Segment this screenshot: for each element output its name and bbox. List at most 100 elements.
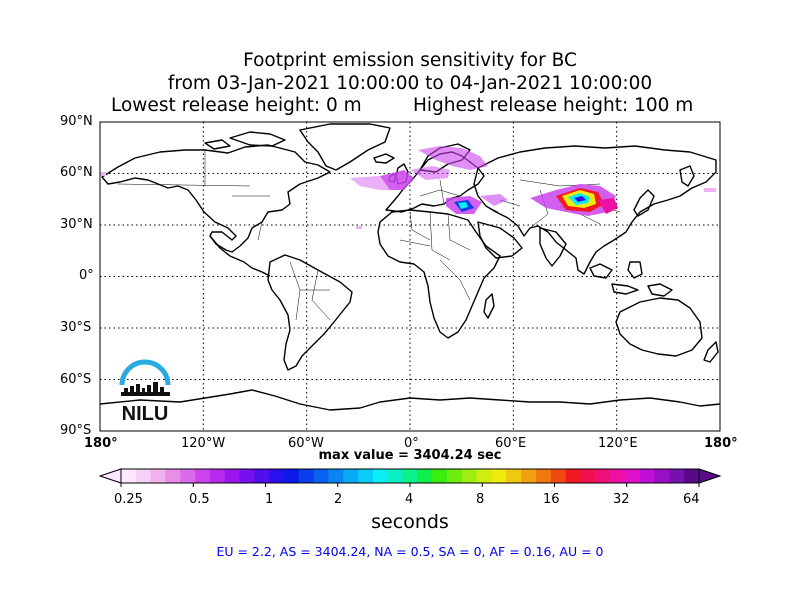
lat-label-30n: 30°N (60, 217, 93, 232)
japan-coast (633, 189, 655, 217)
lat-label-60s: 60°S (60, 372, 92, 387)
nilu-logo-arc (119, 359, 171, 386)
colorbar-cell (610, 469, 626, 483)
north-america-coast (101, 144, 331, 253)
lat-label-90s: 90°S (60, 423, 92, 438)
colorbar-ticks (120, 483, 700, 487)
colorbar-tick-label: 1 (265, 492, 274, 507)
colorbar-cell (313, 469, 329, 483)
colorbar-extend-low (98, 468, 122, 484)
colorbar-cell (165, 469, 181, 483)
plume-core (454, 188, 618, 214)
colorbar-cell (328, 469, 344, 483)
colorbar-cell (417, 469, 433, 483)
colorbar-cell (595, 469, 611, 483)
lat-label-60n: 60°N (60, 165, 93, 180)
new-zealand-coast (703, 341, 719, 363)
europe-coast (385, 151, 485, 213)
colorbar-cell (121, 469, 137, 483)
lon-label-180w: 180° (84, 436, 118, 451)
colorbar-cell (298, 469, 315, 483)
colorbar-cell (639, 469, 656, 483)
title-lowest-release-height: Lowest release height: 0 m (111, 95, 362, 116)
africa-coast (377, 209, 501, 339)
india-coast (539, 227, 567, 267)
lon-label-180e: 180° (704, 436, 738, 451)
colorbar-cell (491, 469, 507, 483)
colorbar-tick-label: 16 (543, 492, 560, 507)
central-america-coast (209, 235, 271, 277)
plume-light-patches (100, 172, 716, 229)
colorbar-cell (684, 469, 700, 483)
colorbar-cell (269, 469, 285, 483)
kamchatka-coast (679, 165, 695, 187)
iceland-coast (373, 153, 395, 164)
colorbar-cell (372, 469, 389, 483)
arctic-islands-coast (204, 131, 286, 150)
colorbar-tick-label: 0.5 (189, 492, 210, 507)
colorbar-cell (624, 469, 641, 483)
colorbar-cell (565, 469, 581, 483)
colorbar-cell (535, 469, 552, 483)
colorbar-cell (135, 469, 152, 483)
colorbar-tick-label: 32 (613, 492, 630, 507)
lon-label-120w: 120°W (181, 436, 226, 451)
title-line-2: from 03-Jan-2021 10:00:00 to 04-Jan-2021… (167, 73, 653, 94)
colorbar-extend-high (698, 468, 722, 484)
colorbar-cell (669, 469, 685, 483)
colorbar-cell (150, 469, 166, 483)
title-highest-release-height: Highest release height: 100 m (413, 95, 694, 116)
map-gridlines (100, 122, 720, 431)
map-plot-area: NILU (99, 121, 721, 432)
colorbar-tick-label: 64 (683, 492, 700, 507)
lat-label-0: 0° (79, 268, 94, 283)
madagascar-coast (483, 293, 495, 319)
colorbar-tick-label: 4 (405, 492, 414, 507)
lon-label-60e: 60°E (495, 436, 527, 451)
lat-label-30s: 30°S (60, 320, 92, 335)
colorbar-cell (239, 469, 255, 483)
country-borders (117, 150, 621, 321)
colorbar-cell (402, 469, 418, 483)
colorbar-cell (432, 469, 448, 483)
colorbar-cell (476, 469, 493, 483)
region-summary: EU = 2.2, AS = 3404.24, NA = 0.5, SA = 0… (216, 544, 604, 559)
colorbar-cell (358, 469, 374, 483)
colorbar-cells (121, 469, 700, 483)
colorbar-cell (550, 469, 567, 483)
title-line-1: Footprint emission sensitivity for BC (243, 50, 577, 71)
lon-label-120e: 120°E (598, 436, 638, 451)
lat-label-90n: 90°N (60, 114, 93, 129)
nilu-logo-text: NILU (122, 403, 169, 425)
greenland-coast (299, 123, 391, 171)
colorbar-cell (254, 469, 270, 483)
colorbar-cell (284, 469, 300, 483)
asia-coast (473, 145, 717, 275)
lon-label-60w: 60°W (288, 436, 324, 451)
colorbar-cell (461, 469, 478, 483)
colorbar-cell (343, 469, 359, 483)
colorbar-cell (195, 469, 211, 483)
colorbar-cell (209, 469, 226, 483)
colorbar-cell (521, 469, 537, 483)
sensitivity-plume (100, 146, 716, 229)
south-america-coast (267, 254, 353, 371)
map-frame (99, 121, 721, 432)
colorbar (98, 468, 722, 487)
lon-label-0: 0° (404, 436, 419, 451)
colorbar-cell (580, 469, 596, 483)
colorbar-cell (506, 469, 522, 483)
arabia-coast (477, 221, 523, 259)
colorbar-tick-label: 8 (476, 492, 485, 507)
colorbar-cell (654, 469, 670, 483)
colorbar-cell (224, 469, 241, 483)
colorbar-tick-label: 0.25 (114, 492, 143, 507)
colorbar-tick-label: 2 (334, 492, 343, 507)
southeast-asia-islands (589, 261, 673, 297)
australia-coast (615, 297, 703, 357)
colorbar-unit-label: seconds (371, 511, 449, 533)
colorbar-cell (387, 469, 404, 483)
colorbar-cell (447, 469, 463, 483)
max-value-label: max value = 3404.24 sec (318, 448, 502, 463)
